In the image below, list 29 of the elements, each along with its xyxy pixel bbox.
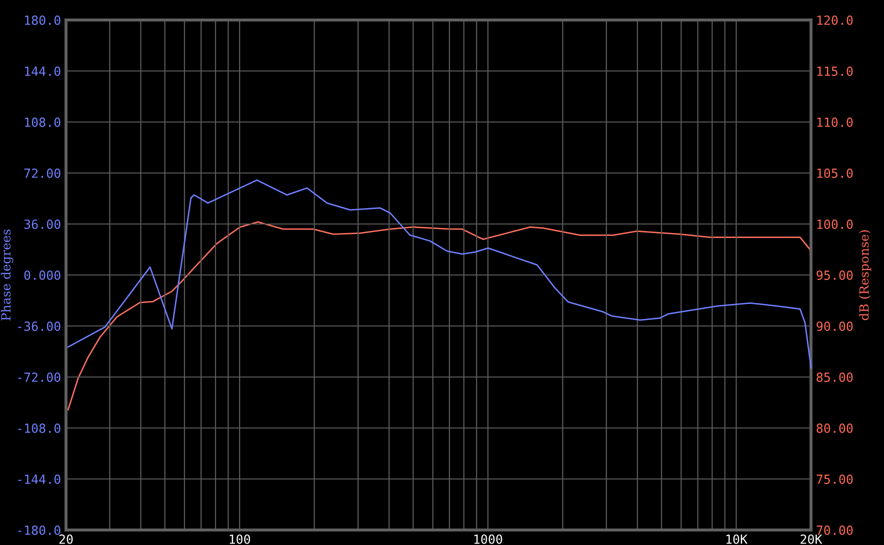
y2-tick-label: 110.0 [817, 118, 853, 127]
y-axis-title: Phase degrees [0, 230, 14, 320]
y2-tick-label: 115.0 [817, 66, 853, 76]
y2-tick-label: 105.0 [817, 168, 853, 178]
y2-tick-label: 120.0 [817, 16, 853, 25]
y-tick-label: -108.0 [18, 424, 60, 433]
x-tick-label: 20 [59, 534, 73, 544]
y2-tick-label: 90.00 [816, 322, 853, 331]
x-tick-label: 20K [800, 534, 822, 544]
y-tick-label: 180.0 [25, 16, 60, 25]
y2-tick-label: 85.00 [816, 372, 853, 382]
y2-tick-label: 75.00 [816, 474, 853, 484]
y-tick-label: -72.00 [18, 372, 60, 382]
y-tick-label: -144.0 [18, 474, 60, 484]
x-tick-label: 10K [726, 534, 748, 544]
y2-tick-label: 100.0 [817, 220, 853, 229]
y-tick-label: -180.0 [18, 526, 60, 535]
y-tick-label: 36.00 [24, 220, 60, 229]
y-tick-label: 0.000 [24, 270, 60, 280]
y2-tick-label: 70.00 [816, 526, 853, 535]
x-tick-label: 1000 [474, 534, 502, 544]
y-tick-label: 72.00 [24, 168, 60, 178]
y-tick-label: 108.0 [25, 118, 60, 127]
y-tick-label: -36.00 [18, 322, 60, 331]
y-tick-label: 144.0 [25, 66, 60, 76]
x-tick-label: 100 [230, 534, 250, 544]
y2-axis-title: dB (Response) [859, 230, 872, 320]
y2-tick-label: 95.00 [816, 270, 853, 280]
y2-tick-label: 80.00 [816, 424, 853, 433]
